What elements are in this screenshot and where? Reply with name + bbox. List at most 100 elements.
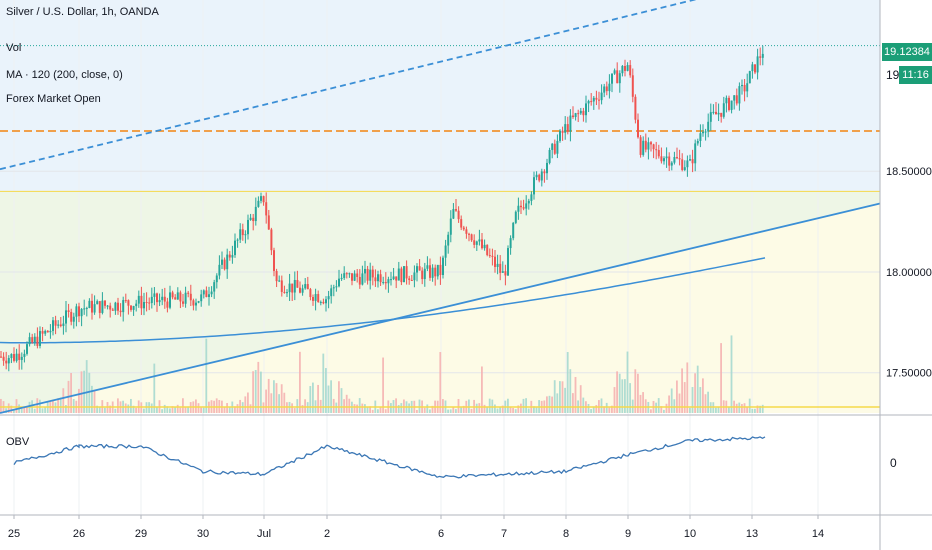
volume-bar xyxy=(379,406,382,413)
candle-body xyxy=(569,115,572,132)
candle-body xyxy=(13,354,15,361)
volume-bar xyxy=(481,366,483,413)
candle-body xyxy=(132,306,135,310)
candle-body xyxy=(436,264,439,277)
volume-bar xyxy=(720,343,722,413)
candle-body xyxy=(527,200,530,204)
volume-bar xyxy=(556,393,559,413)
volume-bar xyxy=(600,398,603,413)
candle-body xyxy=(197,301,200,303)
volume-bar xyxy=(478,403,481,413)
candle-body xyxy=(20,356,23,360)
candle-body xyxy=(397,268,400,281)
volume-bar xyxy=(696,365,699,413)
candle-body xyxy=(228,254,231,258)
candle-body xyxy=(605,86,608,92)
candle-body xyxy=(728,97,730,110)
candle-body xyxy=(507,248,509,276)
zone-green xyxy=(0,191,880,413)
candle-body xyxy=(49,330,52,333)
candle-body xyxy=(483,244,486,249)
volume-bar xyxy=(397,405,400,413)
volume-bar xyxy=(670,388,673,413)
candle-body xyxy=(200,294,203,302)
volume-bar xyxy=(579,385,582,413)
candle-body xyxy=(293,280,296,293)
volume-bar xyxy=(163,404,166,413)
candle-body xyxy=(195,302,197,306)
x-label-0: 25 xyxy=(8,528,20,540)
chart-title: Silver / U.S. Dollar, 1h, OANDA xyxy=(6,6,159,18)
candle-body xyxy=(247,219,249,235)
volume-bar xyxy=(525,398,527,413)
volume-bar xyxy=(595,405,598,413)
candle-body xyxy=(543,171,546,174)
volume-bar xyxy=(699,387,702,413)
candle-body xyxy=(712,111,715,113)
volume-bar xyxy=(343,399,345,413)
x-label-7: 7 xyxy=(501,528,507,540)
candle-body xyxy=(616,70,619,84)
candle-body xyxy=(642,140,645,155)
volume-bar xyxy=(195,399,197,413)
candle-body xyxy=(163,296,166,302)
candle-body xyxy=(717,112,720,115)
candle-body xyxy=(595,97,598,100)
volume-bar xyxy=(353,404,356,413)
volume-bar xyxy=(416,409,418,413)
volume-bar xyxy=(283,392,286,413)
candle-body xyxy=(306,284,309,290)
candle-body xyxy=(166,301,169,308)
candle-body xyxy=(145,302,148,304)
volume-bar xyxy=(735,403,738,413)
candle-body xyxy=(371,269,374,278)
candle-body xyxy=(657,150,660,157)
candle-body xyxy=(364,268,366,274)
volume-bar xyxy=(150,403,153,413)
volume-bar xyxy=(200,407,202,413)
volume-bar xyxy=(356,404,358,413)
candle-body xyxy=(41,331,44,334)
volume-bar xyxy=(455,409,457,413)
y-label-2: 17.50000 xyxy=(886,368,932,380)
volume-bar xyxy=(574,376,577,413)
candle-body xyxy=(618,73,621,84)
volume-bar xyxy=(197,403,200,413)
volume-bar xyxy=(85,360,88,413)
candle-body xyxy=(621,65,624,74)
candle-body xyxy=(2,356,5,361)
volume-bar xyxy=(426,404,429,413)
candle-body xyxy=(356,273,359,277)
volume-bar xyxy=(715,407,717,413)
volume-bar xyxy=(280,384,283,413)
candle-body xyxy=(670,162,673,166)
candle-body xyxy=(582,110,585,116)
volume-bar xyxy=(0,398,2,413)
volume-bar xyxy=(169,408,171,413)
volume-bar xyxy=(132,405,135,413)
candles xyxy=(0,45,764,372)
volume-bar xyxy=(114,408,117,413)
candle-body xyxy=(468,233,470,235)
volume-bar xyxy=(683,382,686,413)
volume-bar xyxy=(488,398,491,413)
candle-body xyxy=(280,280,283,292)
candle-body xyxy=(431,267,434,278)
candle-body xyxy=(210,291,213,295)
volume-bar xyxy=(548,395,551,413)
candle-body xyxy=(117,302,119,311)
volume-bar xyxy=(390,403,392,413)
candle-body xyxy=(390,279,392,281)
volume-bar xyxy=(429,409,431,413)
volume-bar xyxy=(98,407,101,413)
volume-bar xyxy=(439,352,442,413)
candle-body xyxy=(400,268,403,283)
candle-body xyxy=(345,273,348,275)
candle-body xyxy=(98,301,101,313)
volume-bar xyxy=(33,408,36,413)
candle-body xyxy=(377,274,379,282)
candle-body xyxy=(426,265,429,269)
volume-bar xyxy=(80,371,83,413)
volume-bar xyxy=(704,394,707,413)
volume-bar xyxy=(88,372,91,413)
